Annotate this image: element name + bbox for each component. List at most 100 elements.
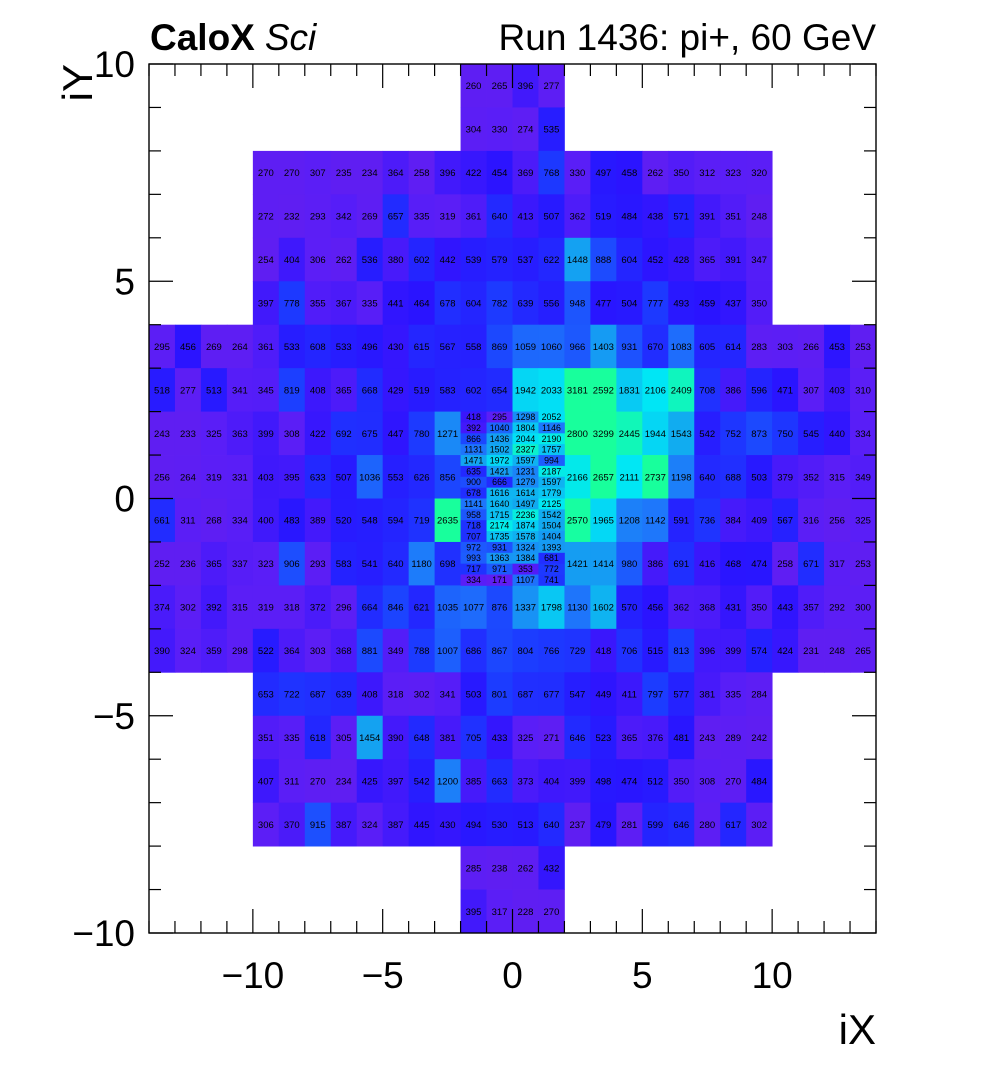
- heatmap-cell: [772, 628, 799, 673]
- cell-value-label: 2445: [619, 429, 640, 440]
- cell-value-label: 622: [544, 255, 560, 266]
- cell-value-label: 269: [362, 212, 378, 223]
- cell-value-label: 295: [154, 342, 170, 353]
- cell-value-label: 1180: [411, 559, 431, 570]
- cell-value-label: 583: [440, 385, 456, 396]
- cell-value-label: 379: [777, 472, 793, 483]
- heatmap-cell: [694, 368, 721, 412]
- cell-value-label: 1231: [516, 466, 536, 476]
- heatmap-cell: [824, 411, 851, 456]
- cell-value-label: 353: [518, 564, 533, 574]
- heatmap-cell: [278, 455, 306, 499]
- cell-value-label: 1198: [671, 472, 691, 483]
- brand-bold-text: CaloX: [150, 17, 255, 58]
- heatmap-cell: [434, 672, 461, 717]
- heatmap-cell: [486, 889, 513, 934]
- cell-value-label: 391: [699, 212, 715, 223]
- heatmap-cell: [590, 541, 617, 586]
- heatmap-cell: [616, 585, 643, 630]
- heatmap-cell: [226, 628, 254, 673]
- heatmap-cell: [356, 802, 384, 847]
- heatmap-cell: [590, 150, 617, 195]
- cell-value-label: 1059: [515, 342, 536, 353]
- cell-value-label: 1798: [541, 603, 562, 614]
- cell-value-label: 1130: [567, 603, 587, 614]
- cell-value-label: 258: [777, 559, 793, 570]
- cell-value-label: 1471: [464, 455, 484, 465]
- heatmap-cell: [694, 541, 721, 586]
- cell-value-label: 1131: [464, 445, 483, 455]
- heatmap-cell: [174, 368, 202, 412]
- heatmap-cell: [382, 672, 410, 717]
- heatmap-cell: [538, 281, 565, 326]
- heatmap-cell: [668, 541, 695, 586]
- cell-value-label: 364: [284, 646, 300, 657]
- cell-value-label: 368: [699, 603, 715, 614]
- heatmap-cell: [564, 324, 591, 369]
- heatmap-cell: [486, 324, 513, 369]
- cell-value-label: 675: [362, 429, 378, 440]
- heatmap-cell: [538, 444, 565, 456]
- heatmap-cell: [460, 64, 487, 108]
- cell-value-label: 513: [518, 820, 534, 831]
- heatmap-cell: [512, 422, 539, 434]
- heatmap-cell: [590, 715, 617, 760]
- heatmap-cell: [408, 715, 435, 760]
- cell-value-label: 256: [829, 516, 845, 527]
- heatmap-cell: [434, 150, 461, 195]
- heatmap-cell: [694, 237, 721, 282]
- cell-value-label: 522: [258, 646, 274, 657]
- cell-value-label: 1060: [541, 342, 562, 353]
- cell-value-label: 418: [595, 646, 611, 657]
- cell-value-label: 639: [518, 298, 534, 309]
- heatmap-cell: [616, 324, 643, 369]
- cell-value-label: 906: [284, 559, 300, 570]
- cell-value-label: 270: [725, 776, 741, 787]
- heatmap-cell: [798, 585, 825, 630]
- cell-value-label: 640: [492, 212, 508, 223]
- cell-value-label: 389: [310, 516, 326, 527]
- cell-value-label: 325: [206, 429, 222, 440]
- cell-value-label: 477: [595, 298, 611, 309]
- cell-value-label: 567: [440, 342, 456, 353]
- cell-value-label: 2187: [542, 466, 562, 476]
- cell-value-label: 801: [492, 690, 508, 701]
- cell-value-label: 596: [751, 385, 767, 396]
- heatmap-cell: [382, 585, 410, 630]
- heatmap-cell: [356, 150, 384, 195]
- cell-value-label: 337: [232, 559, 248, 570]
- cell-value-label: 782: [492, 298, 508, 309]
- cell-value-label: 686: [466, 646, 482, 657]
- heatmap-cell: [590, 498, 617, 543]
- cell-value-label: 512: [647, 776, 663, 787]
- heatmap-cell: [174, 585, 202, 630]
- cell-value-label: 519: [414, 385, 430, 396]
- heatmap-cell: [746, 150, 773, 195]
- cell-value-label: 533: [336, 342, 352, 353]
- cell-value-label: 385: [466, 776, 482, 787]
- heatmap-cell: [278, 541, 306, 586]
- heatmap-cell: [460, 889, 487, 934]
- heatmap-cell: [746, 672, 773, 717]
- heatmap-cell: [486, 368, 513, 412]
- cell-value-label: 729: [569, 646, 585, 657]
- cell-value-label: 1972: [490, 455, 510, 465]
- cell-value-label: 2737: [645, 472, 666, 483]
- cell-value-label: 915: [310, 820, 326, 831]
- heatmap-cell: [408, 237, 435, 282]
- cell-value-label: 253: [855, 559, 871, 570]
- cell-value-label: 268: [206, 516, 222, 527]
- cell-value-label: 306: [310, 255, 326, 266]
- heatmap-cell: [330, 150, 358, 195]
- heatmap-cell: [330, 411, 358, 456]
- heatmap-cell: [304, 498, 332, 543]
- cell-value-label: 2106: [645, 385, 666, 396]
- cell-value-label: 468: [725, 559, 741, 570]
- heatmap-cell: [356, 628, 384, 673]
- heatmap-cell: [746, 324, 773, 369]
- heatmap-cell: [408, 324, 435, 369]
- heatmap-cell: [798, 324, 825, 369]
- cell-value-label: 372: [310, 603, 326, 614]
- cell-value-label: 797: [647, 690, 663, 701]
- heatmap-cell: [382, 150, 410, 195]
